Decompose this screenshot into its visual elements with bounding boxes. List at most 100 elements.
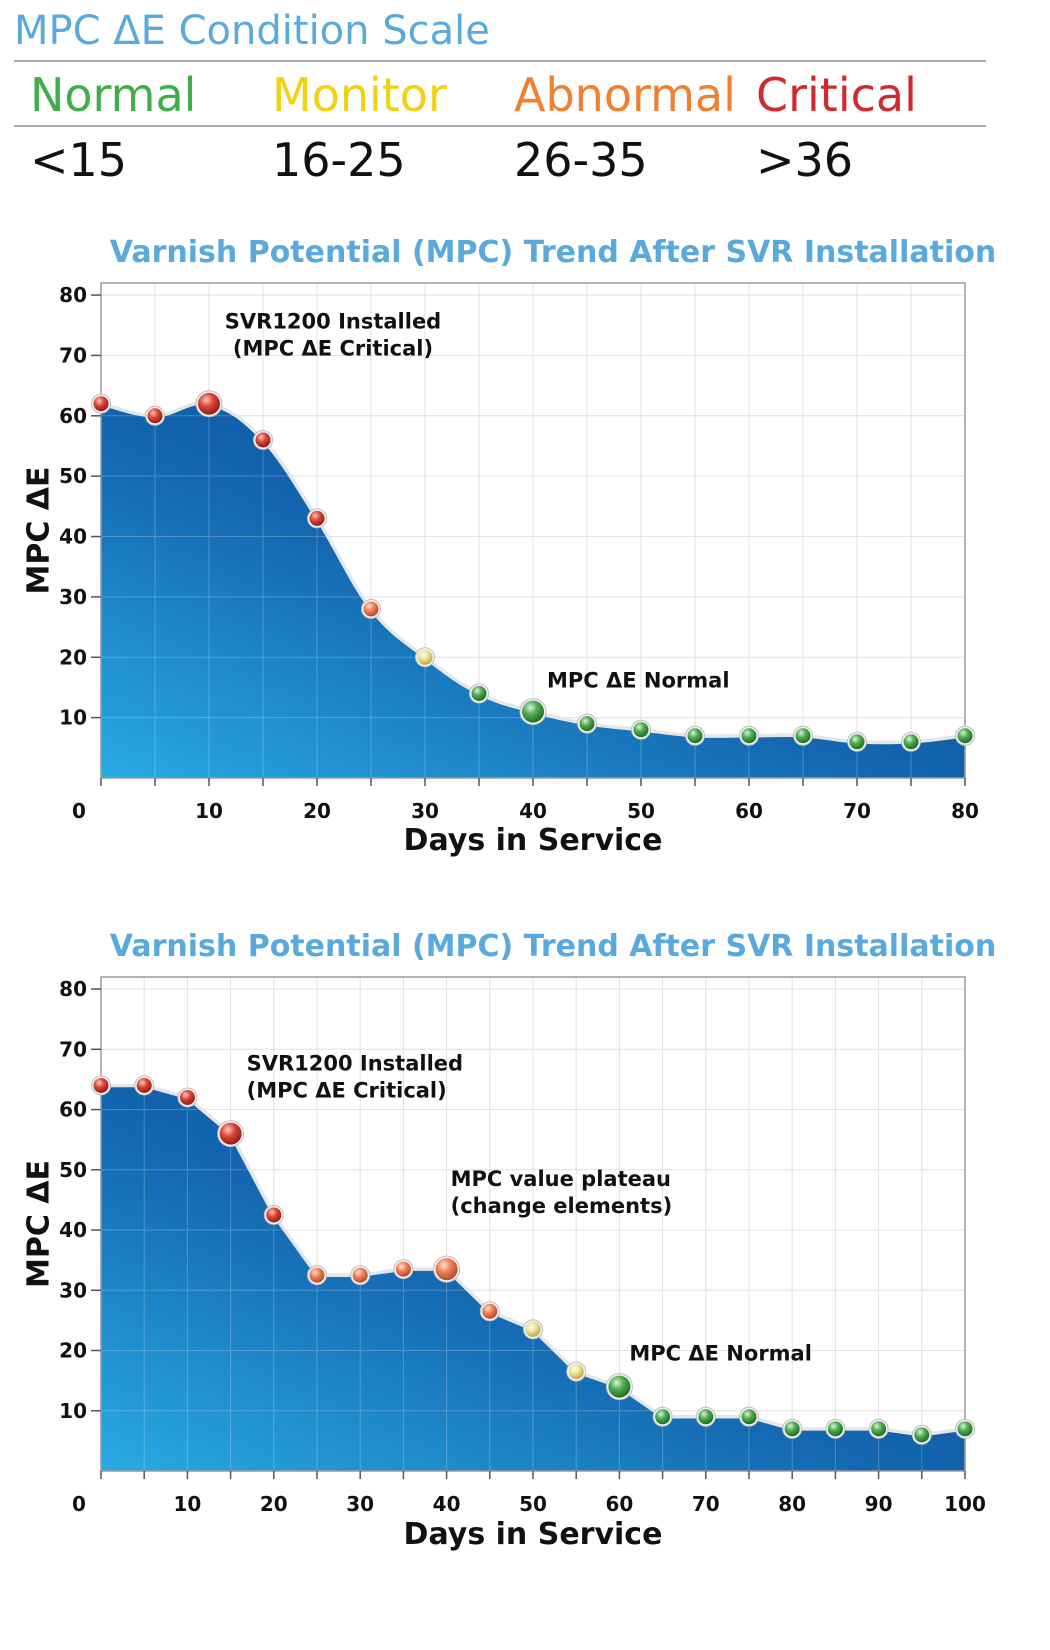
data-point [687,728,703,744]
x-tick-label: 80 [951,799,979,823]
y-axis-label: MPC ΔE [22,466,57,594]
data-point [903,734,919,750]
series-area [101,402,965,778]
data-points [91,390,975,752]
scale-ranges-row: <15 16-25 26-35 >36 [14,125,986,190]
data-point [435,1258,458,1281]
y-tick-label: 10 [59,706,87,730]
scale-range-normal: <15 [30,133,128,187]
y-tick-label: 40 [59,1218,87,1242]
data-point [93,396,109,412]
data-point [579,716,595,732]
x-tick-label: 30 [411,799,439,823]
x-axis-label: Days in Service [404,823,663,858]
data-point [957,1421,973,1437]
x-tick-label: 20 [303,799,331,823]
data-points [91,1075,975,1445]
y-tick-label: 80 [59,283,87,307]
data-point [914,1427,930,1443]
y-tick-label: 60 [59,1098,87,1122]
x-tick-label: 0 [72,1492,86,1516]
y-axis-label: MPC ΔE [22,1160,57,1288]
x-tick-label: 10 [173,1492,201,1516]
annotation-label: SVR1200 Installed [225,310,441,334]
x-tick-label: 50 [519,1492,547,1516]
annotation-label: SVR1200 Installed [247,1052,463,1076]
data-point [741,1409,757,1425]
x-tick-label: 20 [260,1492,288,1516]
annotation-label: MPC ΔE Normal [629,1342,812,1366]
data-point [568,1364,584,1380]
scale-title: MPC ΔE Condition Scale [14,8,490,54]
y-tick-label: 40 [59,525,87,549]
data-point [198,392,220,415]
x-tick-label: 60 [605,1492,633,1516]
data-point [417,649,433,665]
x-tick-label: 50 [627,799,655,823]
data-point [136,1077,152,1093]
series-area [101,1085,965,1471]
x-tick-label: 70 [692,1492,720,1516]
y-tick-label: 50 [59,464,87,488]
x-tick-label: 70 [843,799,871,823]
chart-title: Varnish Potential (MPC) Trend After SVR … [110,929,996,964]
condition-scale: MPC ΔE Condition Scale Normal Monitor Ab… [14,0,986,190]
annotation-label: MPC ΔE Normal [547,669,730,693]
annotation-label: (MPC ΔE Critical) [233,337,433,361]
x-tick-label: 90 [865,1492,893,1516]
data-point [957,728,973,744]
y-tick-label: 20 [59,645,87,669]
y-tick-label: 50 [59,1158,87,1182]
chart-1: Varnish Potential (MPC) Trend After SVR … [22,235,997,858]
x-tick-label: 80 [778,1492,806,1516]
y-tick-label: 20 [59,1339,87,1363]
data-point [363,601,379,617]
data-point [179,1089,195,1105]
x-axis-label: Days in Service [404,1517,663,1552]
y-tick-label: 30 [59,585,87,609]
annotation-label: (MPC ΔE Critical) [247,1079,447,1103]
scale-range-monitor: 16-25 [272,133,406,187]
chart-2: Varnish Potential (MPC) Trend After SVR … [22,929,997,1552]
grid-overlay [101,283,965,778]
grid-overlay [101,977,965,1471]
data-point [309,1267,325,1283]
data-point [741,728,757,744]
data-point [471,685,487,701]
chart-title: Varnish Potential (MPC) Trend After SVR … [110,235,996,270]
data-point [608,1375,631,1398]
annotation-label: (change elements) [451,1194,673,1218]
x-tick-label: 40 [433,1492,461,1516]
data-point [827,1421,843,1437]
data-point [525,1321,541,1337]
data-point [633,722,649,738]
data-point [522,700,544,723]
scale-label-monitor: Monitor [272,68,447,122]
data-point [147,408,163,424]
data-point [482,1303,498,1319]
data-point [871,1421,887,1437]
data-point [309,510,325,526]
data-point [849,734,865,750]
scale-label-critical: Critical [756,68,917,122]
data-point [395,1261,411,1277]
scale-labels-row: Normal Monitor Abnormal Critical [14,60,986,125]
data-point [352,1267,368,1283]
y-tick-label: 30 [59,1278,87,1302]
x-tick-label: 100 [944,1492,986,1516]
x-tick-label: 60 [735,799,763,823]
data-point [266,1207,282,1223]
y-tick-label: 10 [59,1399,87,1423]
annotation-label: MPC value plateau [451,1167,671,1191]
x-tick-label: 10 [195,799,223,823]
scale-label-abnormal: Abnormal [514,68,736,122]
scale-range-critical: >36 [756,133,854,187]
x-tick-label: 40 [519,799,547,823]
x-tick-label: 0 [72,799,86,823]
scale-range-abnormal: 26-35 [514,133,648,187]
y-tick-label: 80 [59,977,87,1001]
y-tick-label: 70 [59,1037,87,1061]
data-point [93,1077,109,1093]
data-point [255,432,271,448]
